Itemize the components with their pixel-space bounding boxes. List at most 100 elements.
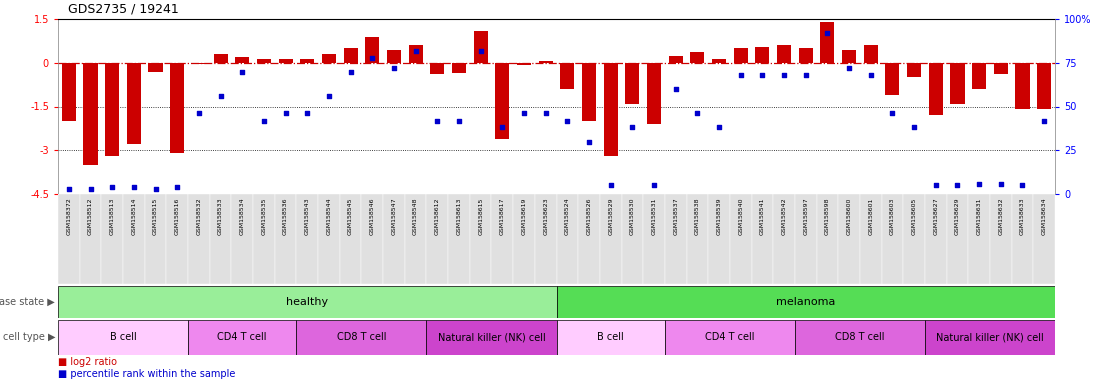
Point — [125, 184, 143, 190]
Bar — [535, 194, 556, 284]
Text: GSM158619: GSM158619 — [521, 198, 527, 235]
Text: GSM158526: GSM158526 — [587, 198, 591, 235]
Bar — [882, 194, 903, 284]
Text: GSM158513: GSM158513 — [110, 198, 115, 235]
Text: Natural killer (NK) cell: Natural killer (NK) cell — [936, 333, 1044, 343]
Bar — [58, 194, 80, 284]
Bar — [427, 194, 449, 284]
Bar — [734, 48, 748, 63]
Bar — [643, 194, 665, 284]
Bar — [361, 194, 383, 284]
Bar — [730, 194, 751, 284]
Bar — [80, 194, 101, 284]
Bar — [365, 36, 380, 63]
Text: GSM158600: GSM158600 — [847, 198, 851, 235]
Text: CD8 T cell: CD8 T cell — [337, 333, 386, 343]
Bar — [712, 59, 726, 63]
Point — [667, 86, 685, 92]
Text: GSM158613: GSM158613 — [456, 198, 462, 235]
Bar — [863, 45, 878, 63]
Text: CD8 T cell: CD8 T cell — [835, 333, 884, 343]
Text: GSM158524: GSM158524 — [565, 198, 569, 235]
Bar — [123, 194, 145, 284]
Bar — [449, 194, 470, 284]
Bar — [989, 194, 1011, 284]
Bar — [622, 194, 643, 284]
Point — [256, 118, 273, 124]
Bar — [470, 194, 491, 284]
Bar — [925, 320, 1055, 355]
Text: GSM158548: GSM158548 — [414, 198, 418, 235]
Text: GSM158533: GSM158533 — [218, 198, 223, 235]
Point — [862, 72, 880, 78]
Bar — [105, 63, 120, 156]
Point — [298, 111, 316, 117]
Bar — [690, 52, 704, 63]
Bar — [61, 63, 76, 121]
Text: GSM158627: GSM158627 — [934, 198, 938, 235]
Bar — [838, 194, 860, 284]
Bar — [427, 320, 556, 355]
Bar — [669, 56, 682, 63]
Text: GSM158540: GSM158540 — [738, 198, 744, 235]
Point — [645, 182, 663, 188]
Text: GSM158634: GSM158634 — [1042, 198, 1047, 235]
Bar — [751, 194, 773, 284]
Text: GSM158537: GSM158537 — [674, 198, 678, 235]
Bar — [296, 194, 318, 284]
Bar — [950, 63, 964, 104]
Text: GSM158598: GSM158598 — [825, 198, 830, 235]
Point — [992, 180, 1009, 187]
Point — [754, 72, 771, 78]
Bar — [145, 194, 167, 284]
Point — [623, 124, 641, 131]
Point — [407, 48, 425, 54]
Point — [212, 93, 229, 99]
Point — [710, 124, 727, 131]
Bar — [795, 320, 925, 355]
Text: GSM158603: GSM158603 — [890, 198, 895, 235]
Bar — [903, 194, 925, 284]
Bar — [58, 286, 556, 318]
Bar — [257, 59, 271, 63]
Bar — [321, 54, 336, 63]
Bar — [969, 194, 989, 284]
Bar — [799, 48, 813, 63]
Bar — [301, 59, 315, 63]
Bar — [210, 194, 231, 284]
Bar — [83, 63, 98, 165]
Bar — [192, 63, 206, 64]
Bar — [1016, 63, 1029, 109]
Bar — [491, 194, 513, 284]
Bar — [925, 194, 947, 284]
Bar — [821, 22, 835, 63]
Bar — [842, 50, 856, 63]
Point — [905, 124, 923, 131]
Bar — [387, 50, 402, 63]
Bar — [214, 54, 227, 63]
Point — [82, 186, 100, 192]
Bar — [474, 31, 488, 63]
Point — [558, 118, 576, 124]
Text: B cell: B cell — [597, 333, 624, 343]
Text: CD4 T cell: CD4 T cell — [217, 333, 267, 343]
Bar — [296, 320, 427, 355]
Point — [1036, 118, 1053, 124]
Bar — [972, 63, 986, 89]
Point — [169, 184, 186, 190]
Text: GSM158597: GSM158597 — [803, 198, 808, 235]
Bar — [885, 63, 900, 95]
Text: GSM158547: GSM158547 — [392, 198, 396, 235]
Text: GSM158623: GSM158623 — [543, 198, 548, 235]
Text: GSM158543: GSM158543 — [305, 198, 309, 235]
Point — [190, 111, 207, 117]
Text: GSM158530: GSM158530 — [630, 198, 635, 235]
Bar — [600, 194, 622, 284]
Point — [798, 72, 815, 78]
Bar — [907, 63, 921, 77]
Point — [971, 180, 988, 187]
Bar — [561, 63, 575, 89]
Bar — [253, 194, 274, 284]
Point — [320, 93, 338, 99]
Text: GSM158612: GSM158612 — [434, 198, 440, 235]
